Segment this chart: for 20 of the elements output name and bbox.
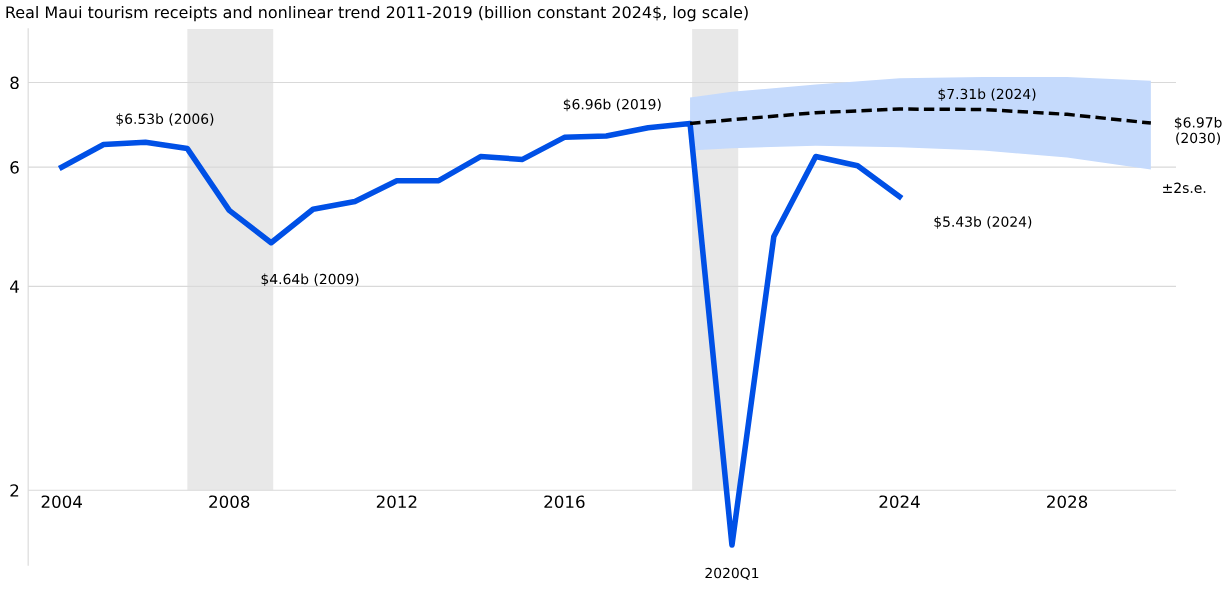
annotation: $7.31b (2024) xyxy=(938,88,1036,102)
y-tick-label: 4 xyxy=(10,280,19,293)
line-series xyxy=(688,107,1153,126)
x-tick-label: 2024 xyxy=(879,495,920,509)
annotation: $4.64b (2009) xyxy=(261,273,359,287)
annotation: $6.53b (2006) xyxy=(116,113,214,126)
annotation: $6.97b (2030) xyxy=(1174,116,1222,145)
x-tick-label: 2012 xyxy=(376,495,417,509)
chart-title: Real Maui tourism receipts and nonlinear trend 2011-2019 (billion constant 2024$, log scale) xyxy=(6,5,748,22)
y-tick-label: 2 xyxy=(10,484,19,497)
y-tick-label: 6 xyxy=(10,161,19,174)
x-tick-label: 2016 xyxy=(544,495,585,509)
x-tick-label: 2004 xyxy=(41,495,82,509)
annotation: ±2s.e. xyxy=(1163,182,1206,194)
annotation: 2020Q1 xyxy=(705,567,759,580)
x-tick-label: 2008 xyxy=(209,495,250,509)
annotation: $5.43b (2024) xyxy=(934,216,1032,229)
y-tick-label: 8 xyxy=(10,76,19,90)
x-tick-label: 2028 xyxy=(1047,495,1088,509)
annotation: $6.96b (2019) xyxy=(563,98,661,112)
